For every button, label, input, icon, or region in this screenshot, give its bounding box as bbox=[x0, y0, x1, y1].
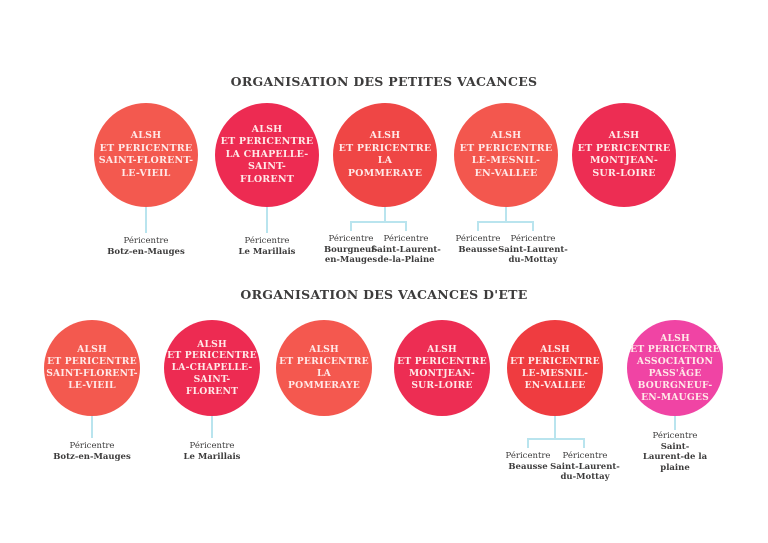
connector-line bbox=[674, 416, 676, 430]
node-text: ALSH ET PERICENTRE LE-MESNIL- EN-VALLEE bbox=[510, 344, 600, 391]
connector-drop bbox=[405, 221, 407, 231]
node-text: ALSH ET PERICENTRE LE-MESNIL- EN-VALLEE bbox=[459, 130, 553, 179]
pericentre-name: Beausse bbox=[508, 461, 548, 472]
pericentre-label-botz-en-mauges: Péricentre Botz-en-Mauges bbox=[86, 236, 206, 257]
node-text: ALSH ET PERICENTRE LA CHAPELLE- SAINT- F… bbox=[220, 123, 314, 185]
pericentre-name: Botz-en-Mauges bbox=[53, 451, 131, 462]
pericentre-name: Saint- Laurent-de la plaine bbox=[642, 441, 708, 473]
pericentre-label-le-marillais: Péricentre Le Marillais bbox=[207, 236, 327, 257]
connector-drop bbox=[527, 438, 529, 448]
node-pv-la-pommeraye: ALSH ET PERICENTRE LA POMMERAYE bbox=[333, 103, 437, 207]
pericentre-name: Bourgneuf- en-Mauges bbox=[323, 244, 379, 266]
pericentre-name: Le Marillais bbox=[183, 451, 241, 462]
pericentre-label-saint-laurent-du-mottay: Péricentre Saint-Laurent- du-Mottay bbox=[493, 234, 573, 266]
pericentre-prefix: Péricentre bbox=[383, 234, 429, 244]
pericentre-name: Saint-Laurent- de-la-Plaine bbox=[371, 244, 441, 266]
pericentre-label-beausse: Péricentre Beausse bbox=[438, 234, 518, 255]
pericentre-name: Saint-Laurent- du-Mottay bbox=[550, 461, 620, 483]
pericentre-prefix: Péricentre bbox=[455, 234, 501, 244]
connector-drop bbox=[350, 221, 352, 231]
pericentre-prefix: Péricentre bbox=[505, 451, 551, 461]
pericentre-prefix: Péricentre bbox=[69, 441, 115, 451]
connector-line bbox=[91, 416, 93, 438]
node-ve-la-pommeraye: ALSH ET PERICENTRE LA POMMERAYE bbox=[276, 320, 372, 416]
node-pv-montjean-sur-loire: ALSH ET PERICENTRE MONTJEAN- SUR-LOIRE bbox=[572, 103, 676, 207]
connector-line bbox=[145, 207, 147, 233]
node-ve-association-passage-bourgneuf-en-mauges: ALSH ET PERICENTRE ASSOCIATION PASS'ÂGE … bbox=[627, 320, 723, 416]
node-text: ALSH ET PERICENTRE LA POMMERAYE bbox=[279, 344, 369, 391]
connector-stem bbox=[384, 207, 386, 221]
node-pv-le-mesnil-en-vallee: ALSH ET PERICENTRE LE-MESNIL- EN-VALLEE bbox=[454, 103, 558, 207]
connector-branch bbox=[350, 221, 407, 223]
pericentre-label-botz-en-mauges: Péricentre Botz-en-Mauges bbox=[32, 441, 152, 462]
connector-drop bbox=[532, 221, 534, 231]
node-pv-la-chapelle-saint-florent: ALSH ET PERICENTRE LA CHAPELLE- SAINT- F… bbox=[215, 103, 319, 207]
node-text: ALSH ET PERICENTRE ASSOCIATION PASS'ÂGE … bbox=[630, 332, 720, 403]
pericentre-prefix: Péricentre bbox=[189, 441, 235, 451]
node-ve-le-mesnil-en-vallee: ALSH ET PERICENTRE LE-MESNIL- EN-VALLEE bbox=[507, 320, 603, 416]
pericentre-name: Saint-Laurent- du-Mottay bbox=[498, 244, 568, 266]
section-title-vacances-ete: ORGANISATION DES VACANCES D'ETE bbox=[240, 287, 528, 302]
pericentre-label-bourgneuf-en-mauges: Péricentre Bourgneuf- en-Mauges bbox=[311, 234, 391, 266]
pericentre-label-saint-laurent-de-la-plaine: Péricentre Saint-Laurent- de-la-Plaine bbox=[366, 234, 446, 266]
connector-drop bbox=[477, 221, 479, 231]
connector-line bbox=[266, 207, 268, 233]
pericentre-prefix: Péricentre bbox=[510, 234, 556, 244]
node-ve-saint-florent-le-vieil: ALSH ET PERICENTRE SAINT-FLORENT- LE-VIE… bbox=[44, 320, 140, 416]
section-title-petites-vacances: ORGANISATION DES PETITES VACANCES bbox=[230, 74, 538, 89]
node-text: ALSH ET PERICENTRE MONTJEAN- SUR-LOIRE bbox=[397, 344, 487, 391]
node-ve-la-chapelle-saint-florent: ALSH ET PERICENTRE LA-CHAPELLE- SAINT- F… bbox=[164, 320, 260, 416]
pericentre-label-saint-laurent-du-mottay: Péricentre Saint-Laurent- du-Mottay bbox=[545, 451, 625, 483]
node-text: ALSH ET PERICENTRE SAINT-FLORENT- LE-VIE… bbox=[46, 344, 138, 391]
pericentre-name: Le Marillais bbox=[238, 246, 296, 257]
pericentre-label-saint-laurent-de-la-plaine: Péricentre Saint- Laurent-de la plaine bbox=[615, 431, 735, 473]
connector-branch bbox=[477, 221, 534, 223]
node-text: ALSH ET PERICENTRE LA POMMERAYE bbox=[338, 130, 432, 179]
node-pv-saint-florent-le-vieil: ALSH ET PERICENTRE SAINT-FLORENT- LE-VIE… bbox=[94, 103, 198, 207]
pericentre-prefix: Péricentre bbox=[328, 234, 374, 244]
node-text: ALSH ET PERICENTRE MONTJEAN- SUR-LOIRE bbox=[577, 130, 671, 179]
connector-stem bbox=[505, 207, 507, 221]
connector-stem bbox=[554, 416, 556, 438]
pericentre-name: Beausse bbox=[458, 244, 498, 255]
pericentre-prefix: Péricentre bbox=[123, 236, 169, 246]
pericentre-prefix: Péricentre bbox=[562, 451, 608, 461]
connector-drop bbox=[583, 438, 585, 448]
pericentre-label-beausse: Péricentre Beausse bbox=[488, 451, 568, 472]
pericentre-name: Botz-en-Mauges bbox=[107, 246, 185, 257]
connector-branch bbox=[527, 438, 585, 440]
pericentre-prefix: Péricentre bbox=[652, 431, 698, 441]
pericentre-label-le-marillais: Péricentre Le Marillais bbox=[152, 441, 272, 462]
connector-line bbox=[211, 416, 213, 438]
pericentre-prefix: Péricentre bbox=[244, 236, 290, 246]
node-text: ALSH ET PERICENTRE LA-CHAPELLE- SAINT- F… bbox=[167, 338, 257, 397]
node-ve-montjean-sur-loire: ALSH ET PERICENTRE MONTJEAN- SUR-LOIRE bbox=[394, 320, 490, 416]
node-text: ALSH ET PERICENTRE SAINT-FLORENT- LE-VIE… bbox=[98, 130, 194, 179]
